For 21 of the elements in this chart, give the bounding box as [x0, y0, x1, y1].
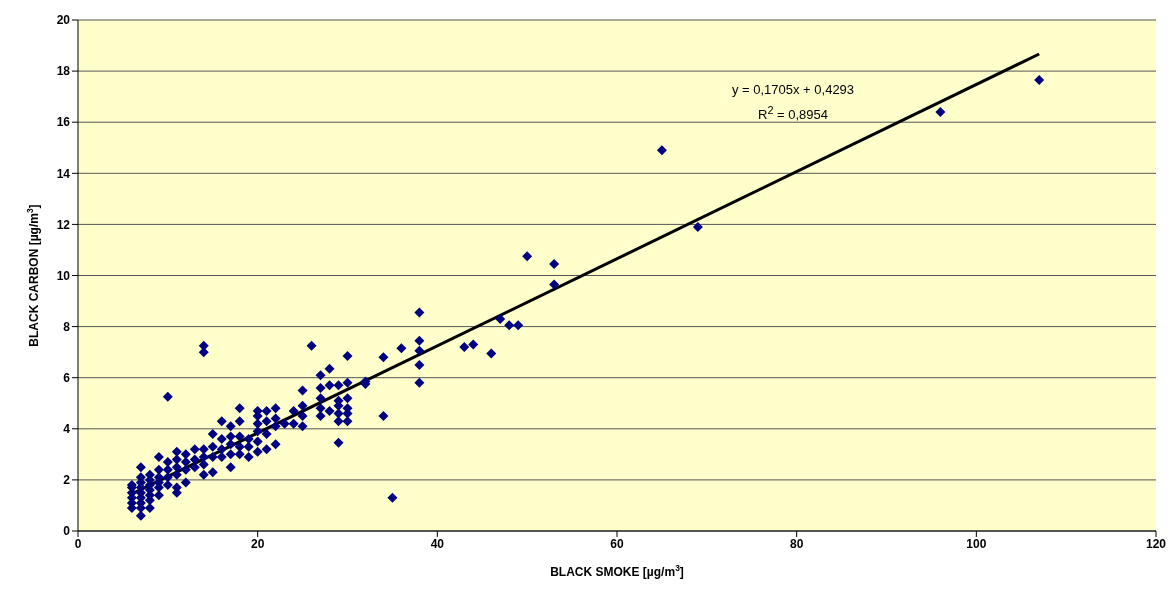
y-tick-label: 14 — [56, 166, 71, 181]
x-tick-label: 40 — [430, 536, 445, 551]
annotation: R$^{2}$ = 0,8954 — [757, 103, 829, 125]
x-tick-label: 20 — [250, 536, 265, 551]
y-tick-label: 4 — [63, 422, 71, 437]
annotation: y = 0,1705x + 0,4293 — [730, 81, 856, 99]
y-tick-label: 18 — [56, 64, 71, 79]
y-tick-label: 8 — [63, 319, 71, 334]
y-tick-label: 10 — [56, 268, 71, 283]
y-tick-label: 20 — [56, 13, 71, 28]
x-tick-label: 0 — [74, 536, 82, 551]
y-tick-label: 2 — [63, 473, 71, 488]
x-tick-label: 80 — [789, 536, 804, 551]
x-tick-label: 60 — [610, 536, 624, 551]
x-tick-label: 120 — [1145, 536, 1167, 551]
y-tick-label: 16 — [56, 115, 71, 130]
y-tick-label: 12 — [56, 217, 71, 232]
y-tick-label: 0 — [63, 524, 71, 539]
y-tick-label: 6 — [63, 370, 71, 385]
x-tick-label: 100 — [966, 536, 987, 551]
x-axis-title: BLACK SMOKE [µg/m$^{3}$] — [550, 563, 684, 579]
